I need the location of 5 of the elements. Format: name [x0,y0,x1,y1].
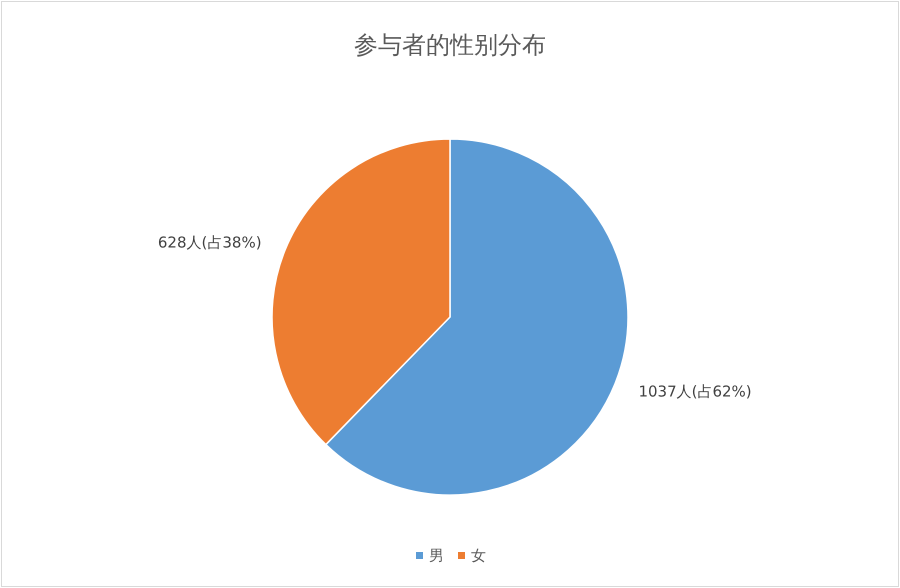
data-label: 1037人(占62%) [638,382,752,401]
legend-label: 女 [471,546,486,564]
legend-label: 男 [429,546,444,564]
data-label: 628人(占38%) [158,233,262,252]
chart-title: 参与者的性别分布 [354,31,546,59]
